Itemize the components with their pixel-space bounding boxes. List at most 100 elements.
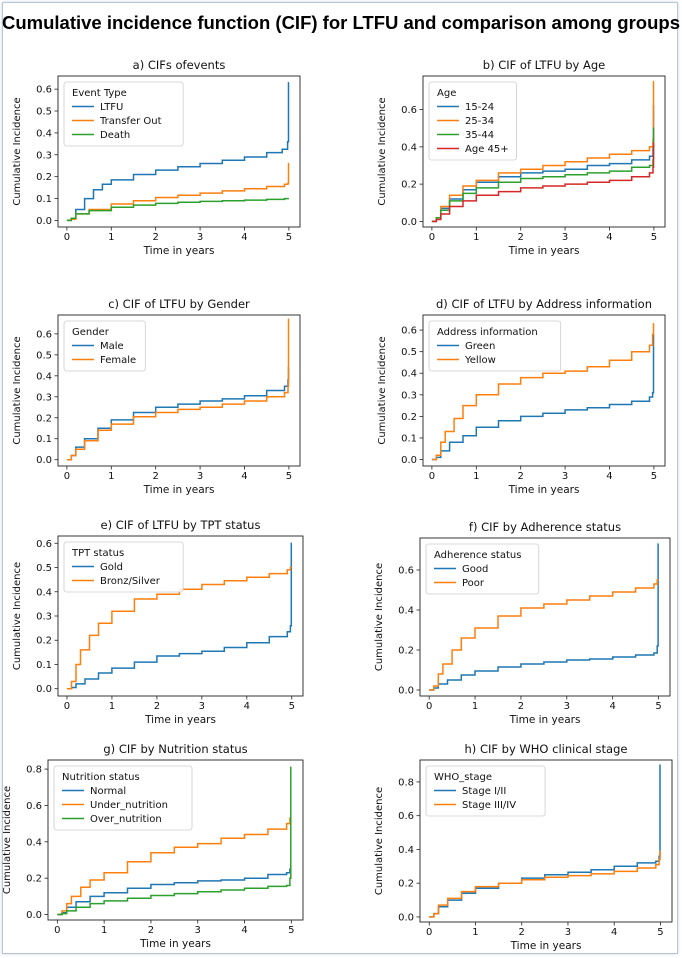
legend-label: 35-44 — [465, 130, 494, 141]
x-tick-label: 0 — [64, 471, 70, 482]
chart-4: d) CIF of LTFU by Address information 0 1 2… — [377, 297, 666, 496]
y-tick-label: 0.8 — [26, 765, 42, 776]
legend-title: WHO_stage — [434, 772, 492, 783]
y-axis-label: Cumulative Incidence — [12, 336, 23, 444]
legend-box — [63, 320, 146, 372]
y-axis-label: Cumulative Incidence — [2, 786, 13, 894]
y-tick-label: 0.2 — [36, 636, 52, 647]
y-tick-label: 0.2 — [26, 874, 42, 885]
x-tick-label: 2 — [519, 927, 525, 938]
legend-label: Female — [100, 355, 136, 366]
legend-box — [425, 765, 546, 817]
x-tick-label: 4 — [241, 471, 247, 482]
x-tick-label: 1 — [473, 232, 479, 243]
plot-area — [422, 75, 666, 228]
legend: Nutrition status Normal Under_nutrition Ove… — [53, 765, 193, 831]
y-axis-label: Cumulative Incidence — [377, 97, 388, 205]
chart-1: a) CIFs ofevents 0 1 2 3 4 5 0.0 0.1 0.2 0.3 0.4 0.5… — [12, 58, 301, 257]
legend-title: Gender — [72, 327, 110, 338]
legend-label: Over_nutrition — [90, 814, 162, 825]
x-tick-label: 4 — [241, 232, 247, 243]
y-tick-label: 0.0 — [36, 684, 52, 695]
y-tick-label: 0.2 — [398, 646, 414, 657]
y-tick-label: 0.6 — [401, 105, 417, 116]
x-axis-label: Time in years — [508, 484, 580, 496]
x-tick-label: 5 — [288, 925, 294, 936]
legend-title: Nutrition status — [62, 772, 140, 783]
plot-area — [419, 537, 671, 697]
y-tick-label: 0.6 — [398, 566, 414, 577]
series-line-age-45- — [431, 142, 655, 223]
series-line-male — [66, 366, 290, 461]
x-axis-label: Time in years — [139, 938, 211, 950]
x-tick-label: 5 — [286, 232, 292, 243]
y-tick-label: 0.4 — [36, 587, 52, 598]
y-axis-label: Cumulative Incidence — [374, 563, 385, 671]
legend-title: TPT status — [71, 548, 124, 559]
y-tick-label: 0.4 — [401, 369, 417, 380]
chart-title: d) CIF of LTFU by Address information — [436, 297, 652, 311]
legend-label: Stage III/IV — [462, 800, 516, 811]
legend-title: Adherence status — [434, 550, 521, 561]
x-tick-label: 3 — [197, 471, 203, 482]
plot-area — [419, 759, 673, 923]
x-tick-label: 1 — [108, 471, 114, 482]
x-axis-label: Time in years — [509, 714, 581, 726]
legend-title: Event Type — [72, 88, 127, 99]
legend-label: Transfer Out — [99, 116, 162, 127]
plot-area — [57, 75, 301, 228]
y-tick-label: 0.6 — [36, 85, 52, 96]
x-tick-label: 5 — [286, 471, 292, 482]
x-tick-label: 3 — [199, 701, 205, 712]
y-axis-label: Cumulative Incidence — [377, 336, 388, 444]
chart-title: e) CIF of LTFU by TPT status — [101, 518, 261, 532]
y-tick-label: 0.3 — [401, 390, 417, 401]
legend-label: Poor — [462, 578, 485, 589]
legend-label: Gold — [100, 562, 123, 573]
legend-label: Normal — [90, 786, 126, 797]
legend-box — [425, 543, 540, 595]
x-tick-label: 3 — [565, 927, 571, 938]
legend-label: Age 45+ — [465, 144, 509, 155]
x-tick-label: 4 — [606, 471, 612, 482]
chart-title: h) CIF by WHO clinical stage — [465, 742, 628, 756]
chart-title: b) CIF of LTFU by Age — [483, 58, 605, 72]
x-tick-label: 4 — [244, 701, 250, 712]
x-tick-label: 4 — [606, 232, 612, 243]
y-tick-label: 0.3 — [36, 612, 52, 623]
x-tick-label: 0 — [429, 232, 435, 243]
x-tick-label: 1 — [472, 701, 478, 712]
x-tick-label: 2 — [153, 471, 159, 482]
y-tick-label: 0.2 — [36, 172, 52, 183]
y-tick-label: 0.2 — [398, 879, 414, 890]
legend-label: 25-34 — [465, 116, 494, 127]
x-tick-label: 2 — [518, 471, 524, 482]
y-tick-label: 0.8 — [398, 777, 414, 788]
x-tick-label: 1 — [472, 927, 478, 938]
x-tick-label: 1 — [109, 701, 115, 712]
x-axis-label: Time in years — [510, 940, 582, 952]
y-tick-label: 0.0 — [36, 455, 52, 466]
x-tick-label: 1 — [101, 925, 107, 936]
legend: Event Type LTFU Transfer Out Death — [63, 81, 184, 147]
y-tick-label: 0.1 — [36, 434, 52, 445]
x-tick-label: 2 — [148, 925, 154, 936]
chart-title: a) CIFs ofevents — [133, 58, 226, 72]
legend-label: LTFU — [100, 102, 123, 113]
series-line-gold — [67, 542, 293, 690]
chart-3: c) CIF of LTFU by Gender 0 1 2 3 4 5 0.0 0.1 0.2 0… — [12, 297, 301, 496]
legend: Age 15-24 25-34 35-44 Age 45+ — [428, 81, 517, 161]
series-line-stage-iii-iv — [429, 850, 661, 918]
x-tick-label: 3 — [562, 232, 568, 243]
series-line-over-nutrition — [57, 766, 292, 916]
x-axis-label: Time in years — [508, 245, 580, 257]
x-tick-label: 2 — [518, 232, 524, 243]
x-tick-label: 3 — [195, 925, 201, 936]
series-line-under-nutrition — [57, 817, 292, 916]
y-axis-label: Cumulative Incidence — [12, 562, 23, 670]
series-line-female — [66, 318, 290, 461]
legend: Gender Male Female — [63, 320, 146, 372]
y-tick-label: 0.1 — [36, 194, 52, 205]
series-line-yellow — [431, 322, 655, 461]
y-tick-label: 0.0 — [398, 912, 414, 923]
